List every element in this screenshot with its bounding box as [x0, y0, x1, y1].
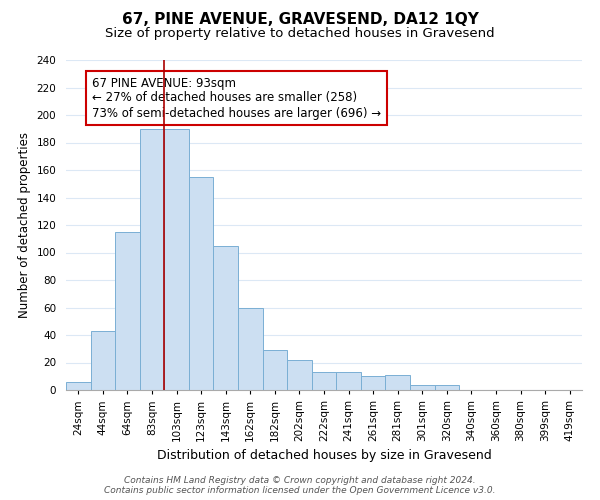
Bar	[385, 375, 410, 390]
Bar	[361, 376, 385, 390]
Bar	[140, 128, 164, 390]
Bar	[263, 350, 287, 390]
Bar	[189, 177, 214, 390]
X-axis label: Distribution of detached houses by size in Gravesend: Distribution of detached houses by size …	[157, 450, 491, 462]
Bar	[410, 384, 434, 390]
Bar	[312, 372, 336, 390]
Text: Size of property relative to detached houses in Gravesend: Size of property relative to detached ho…	[105, 28, 495, 40]
Bar	[287, 360, 312, 390]
Bar	[115, 232, 140, 390]
Bar	[91, 331, 115, 390]
Bar	[238, 308, 263, 390]
Bar	[214, 246, 238, 390]
Bar	[336, 372, 361, 390]
Text: Contains HM Land Registry data © Crown copyright and database right 2024.
Contai: Contains HM Land Registry data © Crown c…	[104, 476, 496, 495]
Bar	[164, 128, 189, 390]
Bar	[434, 384, 459, 390]
Y-axis label: Number of detached properties: Number of detached properties	[18, 132, 31, 318]
Text: 67 PINE AVENUE: 93sqm
← 27% of detached houses are smaller (258)
73% of semi-det: 67 PINE AVENUE: 93sqm ← 27% of detached …	[92, 76, 381, 120]
Bar	[66, 382, 91, 390]
Text: 67, PINE AVENUE, GRAVESEND, DA12 1QY: 67, PINE AVENUE, GRAVESEND, DA12 1QY	[122, 12, 478, 28]
